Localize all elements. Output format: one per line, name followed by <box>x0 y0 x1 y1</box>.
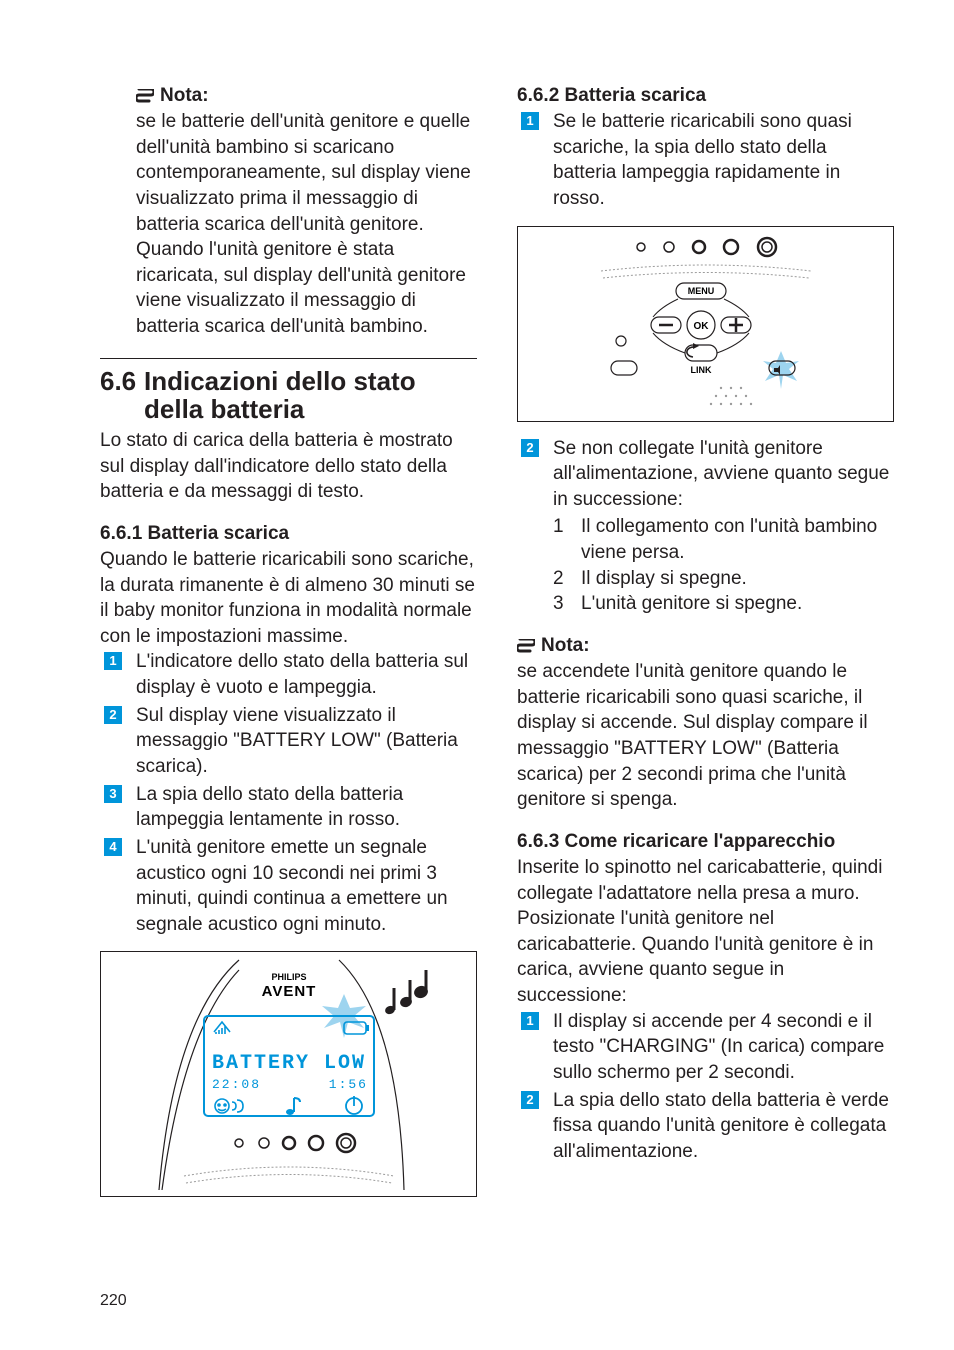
music-notes-icon <box>383 970 429 1015</box>
sublist-item: 3L'unità genitore si spegne. <box>553 591 894 617</box>
list-item: Se non collegate l'unità genitore all'al… <box>517 436 894 617</box>
subsection-661-intro: Quando le batterie ricaricabili sono sca… <box>100 547 477 650</box>
mode-icon <box>215 1099 243 1113</box>
menu-label: MENU <box>687 286 714 296</box>
subsection-662-list-1: Se le batterie ricaricabili sono quasi s… <box>517 109 894 212</box>
subsection-661-list: L'indicatore dello stato della batteria … <box>100 649 477 937</box>
sublist-item: 1Il collegamento con l'unità bambino vie… <box>553 514 894 565</box>
note-heading-2: Nota: <box>517 635 894 657</box>
list-item: L'unità genitore emette un segnale acust… <box>100 835 477 938</box>
subsection-662-heading: 6.6.2 Batteria scarica <box>517 85 894 107</box>
note-body: se le batterie dell'unità genitore e que… <box>136 109 477 340</box>
music-icon <box>286 1098 300 1115</box>
link-label: LINK <box>690 365 711 375</box>
list-item: La spia dello stato della batteria è ver… <box>517 1088 894 1165</box>
talk-light-icon <box>616 336 626 346</box>
list-item: La spia dello stato della batteria lampe… <box>100 782 477 833</box>
note-label: Nota: <box>541 635 590 656</box>
subsection-662-list-2: Se non collegate l'unità genitore all'al… <box>517 436 894 617</box>
note-label: Nota: <box>160 85 209 106</box>
section-heading: 6.6 Indicazioni dello stato della batter… <box>100 367 477 424</box>
time-left-text: 22:08 <box>212 1077 261 1092</box>
time-right-text: 1:56 <box>328 1077 367 1092</box>
sublist-item: 2Il display si spegne. <box>553 566 894 592</box>
page-number: 220 <box>100 1292 127 1310</box>
volume-dots <box>637 238 776 256</box>
subsection-661-heading: 6.6.1 Batteria scarica <box>100 523 477 545</box>
figure-1: PHILIPS AVENT <box>100 951 477 1197</box>
subsection-663-heading: 6.6.3 Come ricaricare l'apparecchio <box>517 831 894 853</box>
speaker-grille <box>709 386 751 404</box>
section-intro: Lo stato di carica della batteria è most… <box>100 428 477 505</box>
list-item: L'indicatore dello stato della batteria … <box>100 649 477 700</box>
figure-2: MENU OK <box>517 226 894 422</box>
starburst-icon <box>763 351 799 389</box>
list-item: Sul display viene visualizzato il messag… <box>100 703 477 780</box>
brand-text: AVENT <box>261 983 316 1000</box>
note-icon <box>517 637 535 651</box>
note-heading: Nota: <box>136 85 477 107</box>
subsection-663-list: Il display si accende per 4 secondi e il… <box>517 1009 894 1165</box>
list-item: Il display si accende per 4 secondi e il… <box>517 1009 894 1086</box>
list-item: Se le batterie ricaricabili sono quasi s… <box>517 109 894 212</box>
volume-dots <box>235 1134 355 1152</box>
note-icon <box>136 87 154 101</box>
talk-button-icon <box>611 361 637 375</box>
right-column: 6.6.2 Batteria scarica Se le batterie ri… <box>517 85 894 1211</box>
nav-cluster: MENU OK <box>651 283 751 375</box>
list-item-lead: Se non collegate l'unità genitore all'al… <box>553 438 889 510</box>
brand-top-text: PHILIPS <box>271 972 306 982</box>
battery-low-text: BATTERY LOW <box>211 1052 365 1075</box>
section-title: Indicazioni dello stato della batteria <box>144 367 477 424</box>
subsection-662-sublist: 1Il collegamento con l'unità bambino vie… <box>553 514 894 617</box>
section-number: 6.6 <box>100 367 144 424</box>
note-body-2: se accendete l'unità genitore quando le … <box>517 659 894 813</box>
left-column: Nota: se le batterie dell'unità genitore… <box>100 85 477 1211</box>
signal-icon <box>214 1022 230 1034</box>
power-icon <box>346 1096 362 1114</box>
ok-label: OK <box>693 321 709 332</box>
section-divider <box>100 358 477 359</box>
subsection-663-intro: Inserite lo spinotto nel caricabatterie,… <box>517 855 894 1009</box>
